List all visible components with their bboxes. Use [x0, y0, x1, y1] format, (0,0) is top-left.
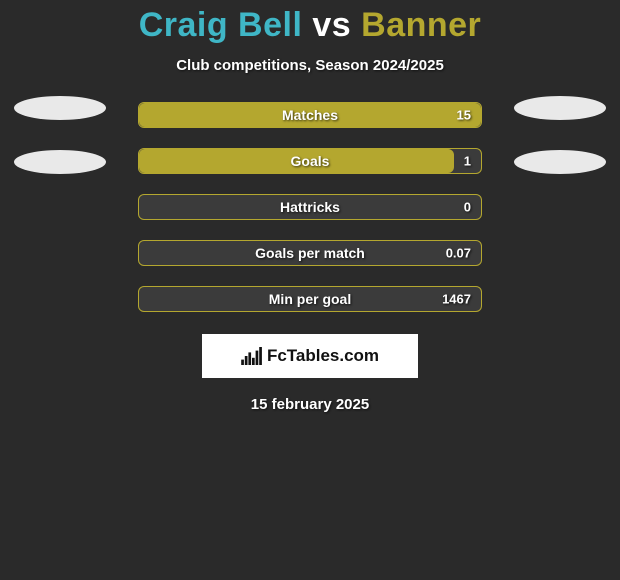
bar-label: Matches: [282, 107, 338, 123]
stat-bar-goals: Goals 1: [138, 148, 482, 174]
brand-text: FcTables.com: [267, 346, 379, 366]
bar-value: 15: [457, 108, 471, 123]
stat-bar-hattricks: Hattricks 0: [138, 194, 482, 220]
oval-placeholder: [514, 96, 606, 120]
ovals-left: [14, 96, 106, 174]
oval-placeholder: [14, 150, 106, 174]
title-vs: vs: [302, 6, 361, 44]
date-text: 15 february 2025: [0, 396, 620, 413]
bar-label: Min per goal: [269, 291, 351, 307]
bar-value: 0: [464, 200, 471, 215]
bar-value: 1: [464, 154, 471, 169]
root: Craig Bell vs Banner Club competitions, …: [0, 0, 620, 413]
bar-chart-icon: [241, 347, 263, 365]
title-left: Craig Bell: [139, 6, 303, 44]
subtitle: Club competitions, Season 2024/2025: [0, 57, 620, 74]
stats-area: Matches 15 Goals 1 Hattricks 0 Goals per…: [0, 102, 620, 413]
bar-value: 0.07: [446, 246, 471, 261]
bars: Matches 15 Goals 1 Hattricks 0 Goals per…: [138, 102, 482, 312]
stat-bar-goals-per-match: Goals per match 0.07: [138, 240, 482, 266]
oval-placeholder: [14, 96, 106, 120]
page-title: Craig Bell vs Banner: [0, 6, 620, 45]
bar-label: Goals per match: [255, 245, 365, 261]
brand-box: FcTables.com: [202, 334, 418, 378]
oval-placeholder: [514, 150, 606, 174]
stat-bar-matches: Matches 15: [138, 102, 482, 128]
bar-value: 1467: [442, 292, 471, 307]
title-right: Banner: [361, 6, 481, 44]
bar-label: Goals: [291, 153, 330, 169]
ovals-right: [514, 96, 606, 174]
bar-label: Hattricks: [280, 199, 340, 215]
stat-bar-min-per-goal: Min per goal 1467: [138, 286, 482, 312]
